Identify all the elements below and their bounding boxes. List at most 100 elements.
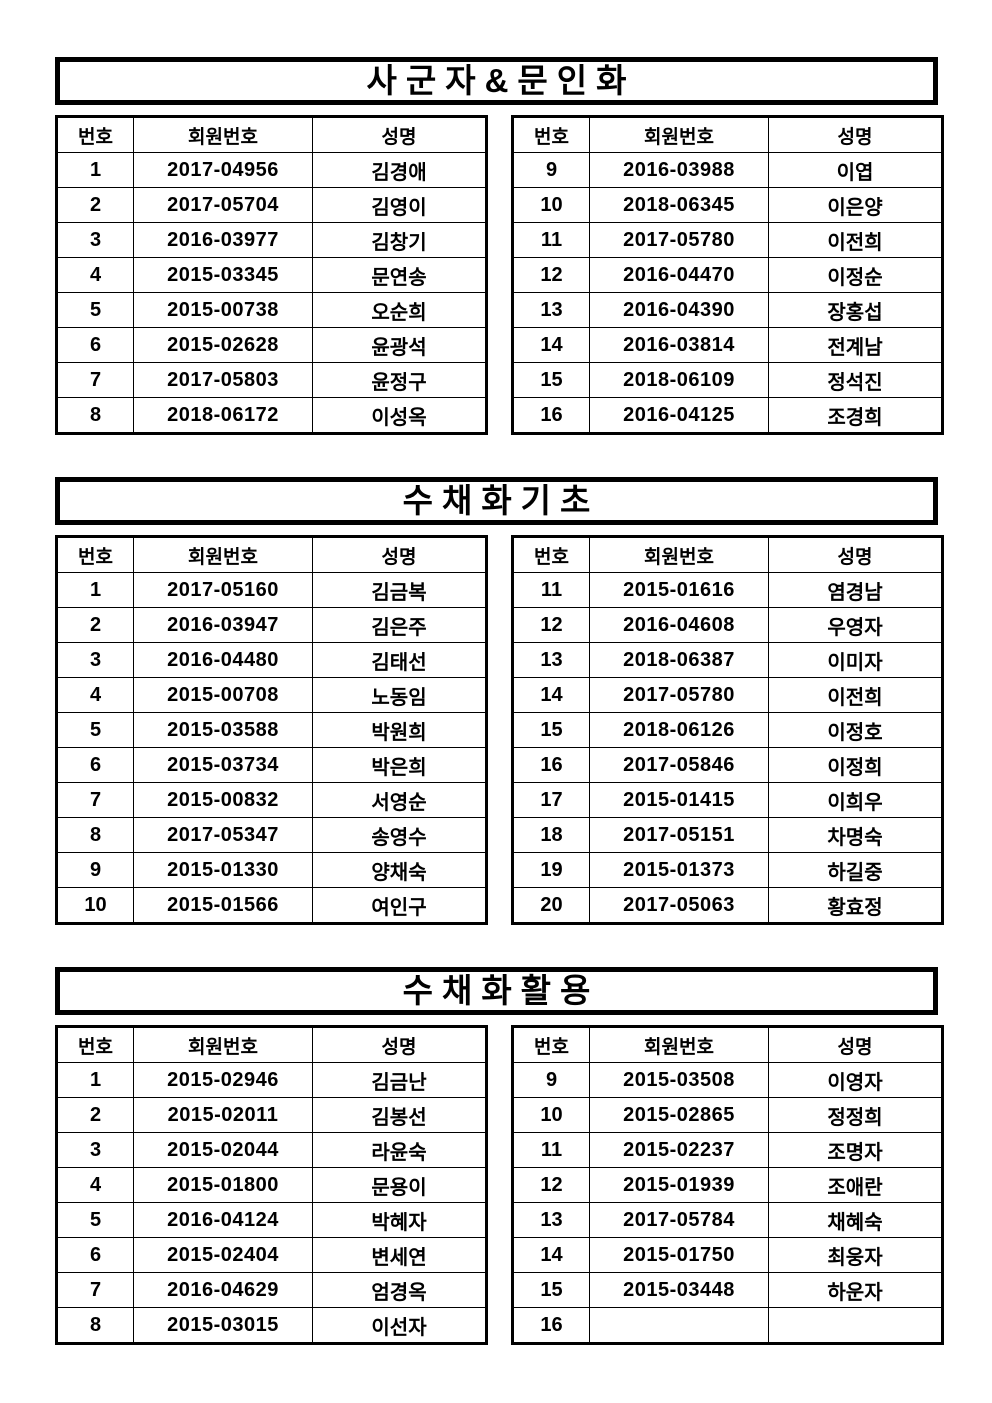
member-number-cell: 2017-05803 — [133, 362, 313, 398]
col-header-name: 성명 — [312, 116, 487, 153]
table-row: 7 2017-05803 윤정구 — [56, 362, 487, 398]
header-row: 번호 회원번호 성명 — [56, 1026, 487, 1063]
member-number-cell: 2015-00738 — [133, 292, 313, 328]
roster-document: 사군자&문인화 번호 회원번호 성명 1 2017-04956 김경애 2 2017-0… — [55, 57, 944, 1345]
row-number-cell: 16 — [512, 397, 590, 434]
col-header-name: 성명 — [768, 1026, 943, 1063]
member-number-cell: 2015-03508 — [589, 1062, 769, 1098]
member-name-cell: 이미자 — [768, 642, 943, 678]
header-row: 번호 회원번호 성명 — [56, 536, 487, 573]
section-tables: 번호 회원번호 성명 1 2017-04956 김경애 2 2017-05704 김영이 3… — [55, 115, 944, 435]
row-number-cell: 10 — [512, 1097, 590, 1133]
table-row: 20 2017-05063 황효정 — [512, 887, 943, 924]
member-number-cell: 2017-05151 — [589, 817, 769, 853]
row-number-cell: 2 — [56, 187, 134, 223]
table-row: 11 2015-01616 염경남 — [512, 572, 943, 608]
member-number-cell: 2015-02404 — [133, 1237, 313, 1273]
table-row: 10 2015-01566 여인구 — [56, 887, 487, 924]
row-number-cell: 7 — [56, 1272, 134, 1308]
course-section-watercolor-basic: 수채화기초 번호 회원번호 성명 1 2017-05160 김금복 2 2016-039… — [55, 477, 944, 925]
member-name-cell: 황효정 — [768, 887, 943, 924]
member-name-cell: 김창기 — [312, 222, 487, 258]
table-row: 11 2017-05780 이전희 — [512, 222, 943, 258]
member-name-cell: 이정호 — [768, 712, 943, 748]
member-number-cell: 2017-05784 — [589, 1202, 769, 1238]
member-name-cell: 김금복 — [312, 572, 487, 608]
row-number-cell: 16 — [512, 1307, 590, 1344]
row-number-cell: 18 — [512, 817, 590, 853]
row-number-cell: 11 — [512, 1132, 590, 1168]
member-number-cell — [589, 1307, 769, 1344]
member-name-cell: 서영순 — [312, 782, 487, 818]
col-header-no: 번호 — [512, 1026, 590, 1063]
row-number-cell: 12 — [512, 1167, 590, 1203]
row-number-cell: 8 — [56, 397, 134, 434]
row-number-cell: 4 — [56, 257, 134, 293]
table-row: 19 2015-01373 하길중 — [512, 852, 943, 888]
row-number-cell: 2 — [56, 1097, 134, 1133]
row-number-cell: 16 — [512, 747, 590, 783]
member-name-cell: 양채숙 — [312, 852, 487, 888]
member-name-cell: 하길중 — [768, 852, 943, 888]
table-row: 11 2015-02237 조명자 — [512, 1132, 943, 1168]
row-number-cell: 8 — [56, 1307, 134, 1344]
row-number-cell: 6 — [56, 1237, 134, 1273]
member-name-cell: 김금난 — [312, 1062, 487, 1098]
col-header-name: 성명 — [312, 1026, 487, 1063]
member-name-cell: 엄경옥 — [312, 1272, 487, 1308]
member-name-cell: 윤정구 — [312, 362, 487, 398]
member-number-cell: 2015-01415 — [589, 782, 769, 818]
table-row: 16 2016-04125 조경희 — [512, 397, 943, 434]
roster-table-right: 번호 회원번호 성명 11 2015-01616 염경남 12 2016-04608 우영… — [511, 535, 944, 925]
table-row: 1 2015-02946 김금난 — [56, 1062, 487, 1098]
member-number-cell: 2018-06387 — [589, 642, 769, 678]
table-row: 8 2018-06172 이성옥 — [56, 397, 487, 434]
member-number-cell: 2017-05704 — [133, 187, 313, 223]
member-number-cell: 2015-02011 — [133, 1097, 313, 1133]
roster-table-left: 번호 회원번호 성명 1 2017-04956 김경애 2 2017-05704 김영이 3… — [55, 115, 488, 435]
member-number-cell: 2015-03734 — [133, 747, 313, 783]
member-number-cell: 2016-03947 — [133, 607, 313, 643]
table-row: 15 2015-03448 하운자 — [512, 1272, 943, 1308]
table-row: 17 2015-01415 이희우 — [512, 782, 943, 818]
member-number-cell: 2015-01373 — [589, 852, 769, 888]
row-number-cell: 6 — [56, 327, 134, 363]
table-row: 10 2015-02865 정정희 — [512, 1097, 943, 1133]
table-row: 3 2015-02044 라윤숙 — [56, 1132, 487, 1168]
table-row: 9 2016-03988 이엽 — [512, 152, 943, 188]
row-number-cell: 3 — [56, 1132, 134, 1168]
member-name-cell: 김영이 — [312, 187, 487, 223]
col-header-member-no: 회원번호 — [589, 1026, 769, 1063]
table-row: 7 2016-04629 엄경옥 — [56, 1272, 487, 1308]
member-number-cell: 2015-02044 — [133, 1132, 313, 1168]
col-header-no: 번호 — [512, 536, 590, 573]
member-number-cell: 2017-05063 — [589, 887, 769, 924]
member-name-cell: 이은양 — [768, 187, 943, 223]
member-name-cell: 박혜자 — [312, 1202, 487, 1238]
table-row: 10 2018-06345 이은양 — [512, 187, 943, 223]
member-name-cell: 이성옥 — [312, 397, 487, 434]
member-name-cell — [768, 1307, 943, 1344]
table-row: 1 2017-05160 김금복 — [56, 572, 487, 608]
row-number-cell: 7 — [56, 362, 134, 398]
row-number-cell: 20 — [512, 887, 590, 924]
table-row: 9 2015-03508 이영자 — [512, 1062, 943, 1098]
member-number-cell: 2016-04608 — [589, 607, 769, 643]
row-number-cell: 15 — [512, 362, 590, 398]
row-number-cell: 5 — [56, 1202, 134, 1238]
roster-table-left: 번호 회원번호 성명 1 2017-05160 김금복 2 2016-03947 김은주 3… — [55, 535, 488, 925]
member-number-cell: 2016-04125 — [589, 397, 769, 434]
row-number-cell: 14 — [512, 327, 590, 363]
table-row: 2 2016-03947 김은주 — [56, 607, 487, 643]
table-row: 3 2016-04480 김태선 — [56, 642, 487, 678]
table-row: 16 2017-05846 이정희 — [512, 747, 943, 783]
table-row: 13 2016-04390 장홍섭 — [512, 292, 943, 328]
col-header-no: 번호 — [56, 1026, 134, 1063]
member-name-cell: 김은주 — [312, 607, 487, 643]
table-row: 12 2016-04470 이정순 — [512, 257, 943, 293]
member-name-cell: 윤광석 — [312, 327, 487, 363]
table-row: 12 2016-04608 우영자 — [512, 607, 943, 643]
table-row: 13 2018-06387 이미자 — [512, 642, 943, 678]
col-header-no: 번호 — [56, 116, 134, 153]
member-number-cell: 2017-04956 — [133, 152, 313, 188]
